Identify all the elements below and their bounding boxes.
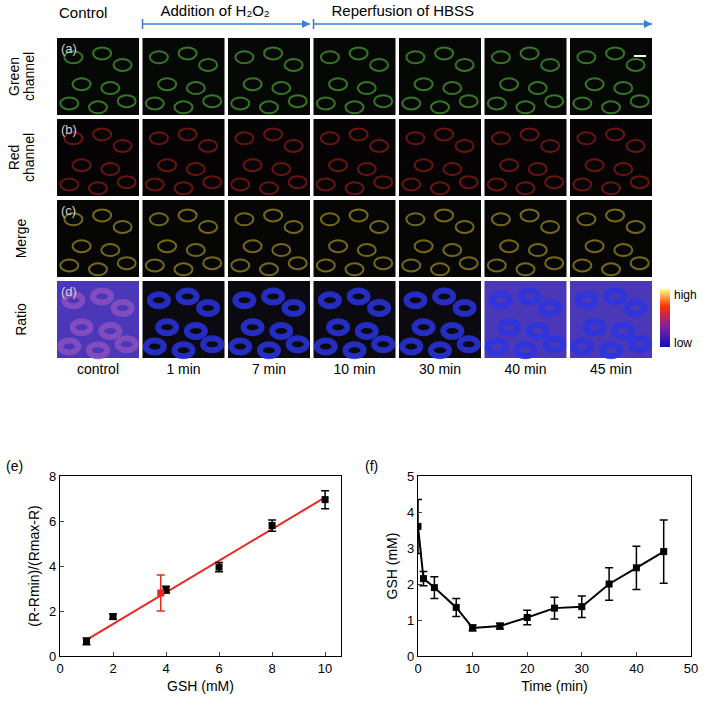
svg-text:1: 1 <box>407 613 414 628</box>
svg-text:0: 0 <box>407 649 414 664</box>
svg-text:high: high <box>674 288 697 302</box>
svg-text:(d): (d) <box>61 284 77 299</box>
svg-text:(b): (b) <box>61 122 77 137</box>
svg-text:30: 30 <box>575 661 589 676</box>
svg-text:0: 0 <box>49 649 56 664</box>
svg-text:0: 0 <box>414 661 421 676</box>
svg-text:8: 8 <box>49 469 56 484</box>
svg-text:10: 10 <box>318 661 332 676</box>
svg-text:Greenchannel: Greenchannel <box>6 52 37 101</box>
svg-text:4: 4 <box>162 661 169 676</box>
svg-text:40: 40 <box>629 661 643 676</box>
svg-text:10 min: 10 min <box>333 361 375 377</box>
svg-text:8: 8 <box>268 661 275 676</box>
svg-text:6: 6 <box>49 514 56 529</box>
svg-text:Merge: Merge <box>13 218 29 258</box>
svg-text:2: 2 <box>49 604 56 619</box>
svg-text:50: 50 <box>684 661 698 676</box>
svg-text:40 min: 40 min <box>504 361 546 377</box>
svg-text:(e): (e) <box>6 458 23 474</box>
svg-text:Addition of H₂O₂: Addition of H₂O₂ <box>161 2 270 19</box>
svg-text:(R-Rmin)/(Rmax-R): (R-Rmin)/(Rmax-R) <box>26 505 42 626</box>
svg-text:5: 5 <box>407 469 414 484</box>
svg-text:GSH (mM): GSH (mM) <box>167 678 234 694</box>
svg-text:2: 2 <box>407 577 414 592</box>
svg-text:45 min: 45 min <box>590 361 632 377</box>
svg-text:6: 6 <box>215 661 222 676</box>
svg-text:(c): (c) <box>61 203 76 218</box>
svg-text:4: 4 <box>407 505 414 520</box>
svg-text:30 min: 30 min <box>419 361 461 377</box>
svg-text:1 min: 1 min <box>166 361 200 377</box>
svg-text:10: 10 <box>465 661 479 676</box>
svg-text:0: 0 <box>56 661 63 676</box>
svg-text:20: 20 <box>520 661 534 676</box>
svg-text:(f): (f) <box>365 458 378 474</box>
svg-text:4: 4 <box>49 559 56 574</box>
svg-text:Ratio: Ratio <box>13 303 29 336</box>
svg-text:(a): (a) <box>61 41 77 56</box>
svg-text:control: control <box>77 361 119 377</box>
svg-text:3: 3 <box>407 541 414 556</box>
svg-text:Reperfusion of HBSS: Reperfusion of HBSS <box>332 2 475 19</box>
svg-text:2: 2 <box>109 661 116 676</box>
svg-text:Redchannel: Redchannel <box>6 133 37 182</box>
svg-text:Control: Control <box>59 4 107 21</box>
svg-text:low: low <box>674 336 692 350</box>
svg-text:7 min: 7 min <box>252 361 286 377</box>
svg-text:GSH (mM): GSH (mM) <box>384 533 400 600</box>
svg-text:Time (min): Time (min) <box>521 678 587 694</box>
